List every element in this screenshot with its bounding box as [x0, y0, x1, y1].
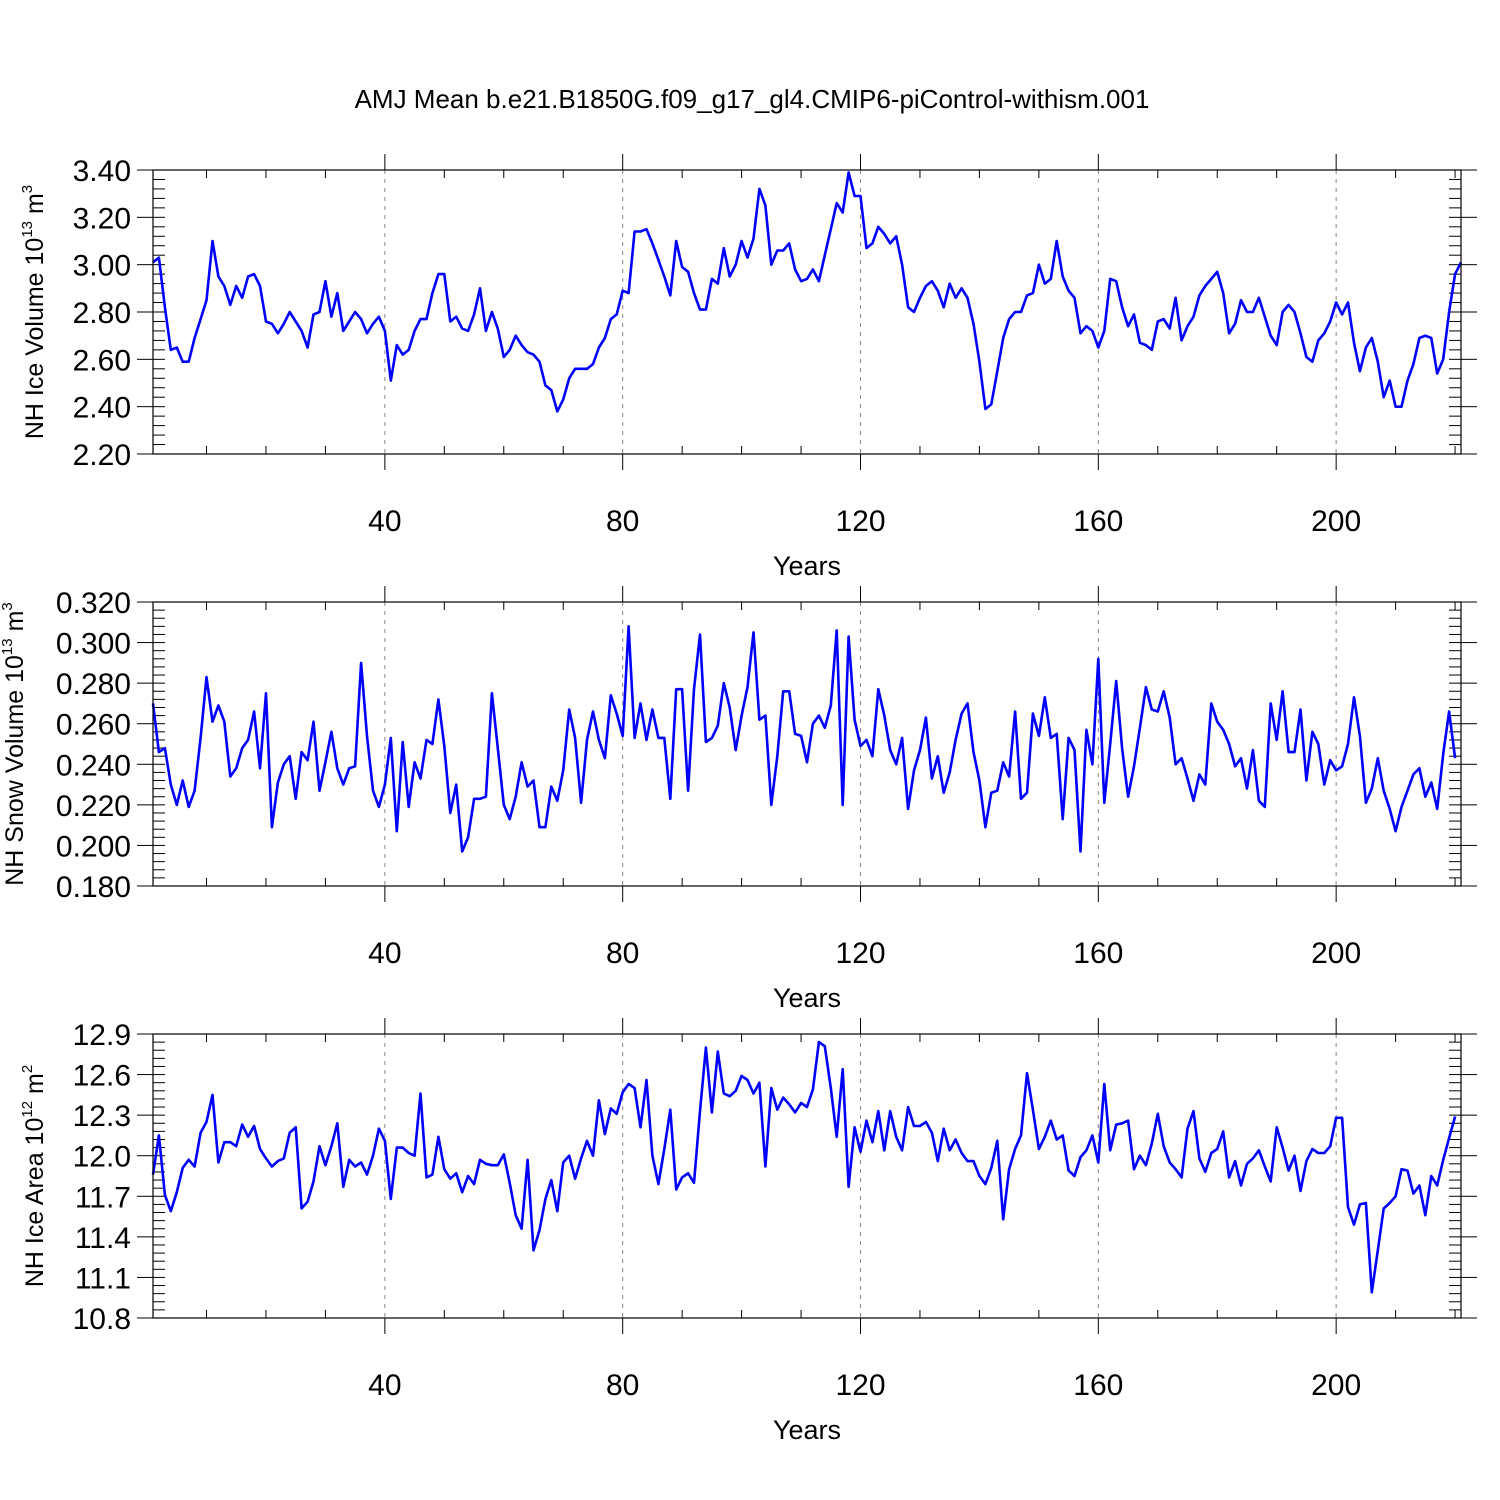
- y-tick-label: 0.240: [56, 749, 131, 782]
- chart-title: AMJ Mean b.e21.B1850G.f09_g17_gl4.CMIP6-…: [355, 84, 1150, 114]
- x-tick-label: 200: [1311, 505, 1361, 538]
- y-axis-title: NH Snow Volume 1013 m3: [0, 602, 29, 886]
- x-tick-label: 40: [368, 505, 401, 538]
- panel-3: 40 80 120 160 200 10.8 11.1 11.4 11.7 12.0 12.3 12.…: [19, 1018, 1477, 1445]
- panel-1: 40 80 120 160 200 2.20 2.40 2.60 2.80 3.00 3.20 3.4…: [19, 154, 1477, 581]
- y-tick-label: 11.1: [75, 1262, 131, 1295]
- x-tick-label: 80: [606, 1369, 639, 1402]
- x-tick-label: 160: [1073, 1369, 1123, 1402]
- y-tick-label: 3.20: [73, 202, 131, 235]
- plot-frame: [152, 169, 1462, 455]
- y-tick-label: 0.280: [56, 668, 131, 701]
- series-line: [151, 1040, 1457, 1294]
- y-tick-label: 12.0: [73, 1141, 131, 1174]
- x-tick-label: 160: [1073, 505, 1123, 538]
- y-tick-label: 0.300: [56, 628, 131, 661]
- y-tick-label: 12.3: [73, 1100, 131, 1133]
- x-axis-title: Years: [773, 551, 841, 581]
- series-line: [152, 171, 1463, 413]
- x-tick-label: 120: [835, 937, 885, 970]
- y-tick-label: 10.8: [73, 1303, 131, 1336]
- x-tick-label: 200: [1311, 937, 1361, 970]
- y-tick-label: 0.320: [56, 587, 131, 620]
- x-axis-title: Years: [773, 1415, 841, 1445]
- x-tick-label: 120: [835, 505, 885, 538]
- y-tick-label: 11.7: [75, 1181, 131, 1214]
- y-tick-label: 0.260: [56, 709, 131, 742]
- y-tick-label: 0.200: [56, 830, 131, 863]
- y-tick-label: 12.6: [73, 1060, 131, 1093]
- y-tick-label: 3.00: [73, 250, 131, 283]
- series-line: [151, 624, 1457, 853]
- y-tick-label: 2.60: [73, 344, 131, 377]
- x-tick-label: 160: [1073, 937, 1123, 970]
- x-tick-label: 200: [1311, 1369, 1361, 1402]
- y-axis-title: NH Ice Volume 1013 m3: [19, 185, 49, 439]
- x-tick-label: 80: [606, 505, 639, 538]
- y-tick-label: 2.20: [73, 439, 131, 472]
- y-tick-label: 2.80: [73, 297, 131, 330]
- y-tick-label: 3.40: [73, 155, 131, 188]
- x-tick-label: 80: [606, 937, 639, 970]
- x-tick-label: 40: [368, 937, 401, 970]
- y-tick-label: 0.180: [56, 871, 131, 904]
- x-tick-label: 120: [835, 1369, 885, 1402]
- plot-frame: [152, 1033, 1462, 1319]
- plot-frame: [152, 601, 1462, 887]
- x-tick-label: 40: [368, 1369, 401, 1402]
- y-tick-label: 2.40: [73, 392, 131, 425]
- y-tick-label: 0.220: [56, 790, 131, 823]
- panel-2: 40 80 120 160 200 0.180 0.200 0.220 0.240 0.260 0.…: [0, 586, 1477, 1013]
- y-tick-label: 12.9: [73, 1019, 131, 1052]
- y-axis-title: NH Ice Area 1012 m2: [19, 1065, 49, 1287]
- x-axis-title: Years: [773, 983, 841, 1013]
- y-tick-label: 11.4: [75, 1222, 131, 1255]
